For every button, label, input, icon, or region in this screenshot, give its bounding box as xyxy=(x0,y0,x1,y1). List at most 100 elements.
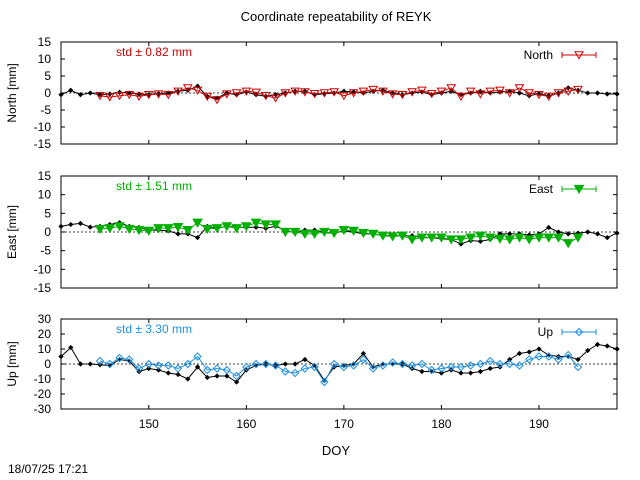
data-point xyxy=(94,224,106,235)
data-point xyxy=(466,361,475,370)
y-tick-label: -20 xyxy=(34,387,52,401)
data-point xyxy=(192,218,203,228)
data-point xyxy=(214,373,220,379)
data-point xyxy=(427,365,436,375)
data-point xyxy=(543,233,555,243)
data-point xyxy=(114,222,125,232)
y-tick-label: 20 xyxy=(38,327,52,341)
y-tick-label: 15 xyxy=(38,169,52,183)
data-point xyxy=(446,362,456,372)
legend-label: East xyxy=(529,182,554,196)
data-point xyxy=(554,355,563,364)
y-tick-label: 0 xyxy=(44,225,51,239)
data-point xyxy=(153,90,164,99)
x-tick-label: 170 xyxy=(334,417,354,431)
data-point xyxy=(485,356,495,366)
data-point xyxy=(584,90,591,96)
data-point xyxy=(214,95,220,101)
data-point xyxy=(573,85,583,95)
data-point xyxy=(534,352,544,361)
data-point xyxy=(185,376,191,382)
x-tick-label: 160 xyxy=(236,417,256,431)
data-point xyxy=(416,233,428,243)
data-point xyxy=(221,90,232,99)
y-tick-label: 15 xyxy=(38,35,52,49)
data-point xyxy=(146,365,152,372)
chart-title: Coordinate repeatability of REYK xyxy=(241,9,432,24)
data-point xyxy=(417,86,427,95)
y-tick-label: 0 xyxy=(44,86,51,100)
x-axis-label: DOY xyxy=(322,443,351,458)
data-point xyxy=(604,234,610,241)
data-point xyxy=(95,356,105,366)
data-point xyxy=(545,92,552,99)
data-point xyxy=(485,87,496,96)
data-point xyxy=(575,356,581,363)
data-point xyxy=(77,91,84,98)
y-tick-label: 0 xyxy=(44,357,51,371)
data-point xyxy=(222,365,232,375)
x-tick-label: 180 xyxy=(431,417,451,431)
data-point xyxy=(97,91,103,98)
data-point xyxy=(378,361,388,370)
data-point xyxy=(125,355,134,364)
data-point xyxy=(211,224,223,234)
data-point xyxy=(302,356,308,363)
data-point xyxy=(203,365,212,375)
data-point xyxy=(594,231,601,237)
data-point xyxy=(387,90,398,99)
data-point xyxy=(183,359,193,369)
data-point xyxy=(426,233,438,243)
y-tick-label: 30 xyxy=(38,312,52,326)
legend-marker xyxy=(573,184,585,195)
data-point xyxy=(368,364,378,373)
data-point xyxy=(339,362,349,372)
data-point xyxy=(524,89,535,98)
data-point xyxy=(387,232,399,242)
data-point xyxy=(153,224,164,234)
data-point xyxy=(87,90,94,96)
data-point xyxy=(419,368,425,375)
data-point xyxy=(572,233,584,243)
data-point xyxy=(87,361,94,367)
data-point xyxy=(299,88,310,97)
data-point xyxy=(525,355,534,364)
y-tick-label: 10 xyxy=(38,188,52,202)
x-tick-label: 150 xyxy=(139,417,159,431)
timestamp: 18/07/25 17:21 xyxy=(8,462,88,476)
data-point xyxy=(165,370,172,376)
data-point xyxy=(104,93,115,102)
data-point xyxy=(133,226,145,236)
data-point xyxy=(279,227,291,238)
data-point xyxy=(614,230,620,236)
data-point xyxy=(204,374,211,381)
data-point xyxy=(143,226,155,236)
data-point xyxy=(417,359,427,369)
y-tick-label: -10 xyxy=(34,372,52,386)
data-point xyxy=(329,359,339,369)
data-point xyxy=(232,371,241,381)
data-point xyxy=(505,359,514,369)
data-point xyxy=(476,359,485,369)
data-point xyxy=(270,220,281,230)
data-point xyxy=(194,364,201,370)
data-point xyxy=(105,359,114,369)
data-point xyxy=(124,91,135,100)
data-point xyxy=(553,233,564,243)
data-point xyxy=(516,90,523,96)
data-point xyxy=(523,235,535,245)
data-point xyxy=(95,92,105,101)
data-point xyxy=(494,234,506,244)
y-tick-label: -5 xyxy=(40,244,51,258)
data-point xyxy=(212,96,222,105)
data-point xyxy=(594,90,601,96)
data-point xyxy=(495,86,505,95)
data-point xyxy=(172,223,184,233)
data-point xyxy=(358,87,369,96)
data-point xyxy=(280,89,291,98)
data-point xyxy=(465,233,477,243)
data-point xyxy=(341,88,347,95)
data-point xyxy=(438,370,445,376)
data-point xyxy=(477,368,484,375)
data-point xyxy=(348,226,360,236)
